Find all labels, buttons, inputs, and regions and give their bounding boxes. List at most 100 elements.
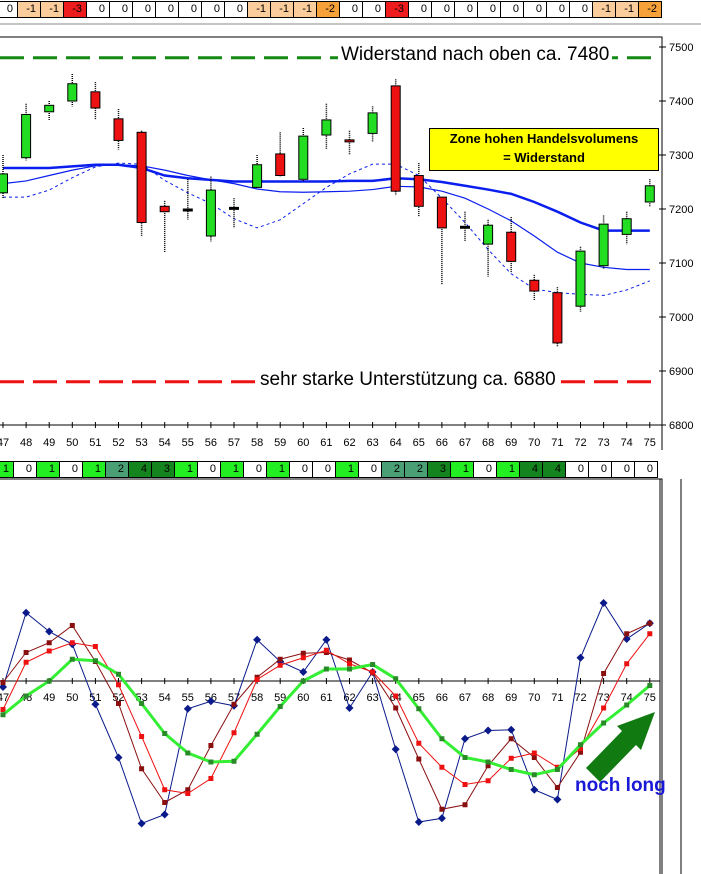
svg-text:63: 63 bbox=[366, 692, 378, 704]
signal-cell: 4 bbox=[129, 461, 152, 478]
signal-cell: 1 bbox=[267, 461, 290, 478]
svg-text:7500: 7500 bbox=[669, 42, 693, 54]
signal-cell: -2 bbox=[639, 1, 662, 18]
svg-text:66: 66 bbox=[436, 437, 448, 449]
svg-text:55: 55 bbox=[182, 437, 194, 449]
svg-text:58: 58 bbox=[251, 437, 263, 449]
svg-text:68: 68 bbox=[482, 692, 494, 704]
svg-text:62: 62 bbox=[343, 437, 355, 449]
svg-text:74: 74 bbox=[621, 437, 633, 449]
svg-text:7300: 7300 bbox=[669, 150, 693, 162]
svg-text:55: 55 bbox=[182, 692, 194, 704]
svg-text:71: 71 bbox=[551, 692, 563, 704]
signal-cell: 1 bbox=[37, 461, 60, 478]
signal-cell: -3 bbox=[64, 1, 87, 18]
signal-cell: 0 bbox=[612, 461, 635, 478]
signal-cell: 0 bbox=[474, 461, 497, 478]
signal-cell: 1 bbox=[83, 461, 106, 478]
signal-cell: 0 bbox=[133, 1, 156, 18]
signal-cell: 0 bbox=[547, 1, 570, 18]
svg-text:49: 49 bbox=[43, 437, 55, 449]
signal-cell: 0 bbox=[60, 461, 83, 478]
signal-cell: 1 bbox=[221, 461, 244, 478]
signal-cell: 1 bbox=[497, 461, 520, 478]
svg-text:72: 72 bbox=[574, 437, 586, 449]
svg-text:56: 56 bbox=[205, 437, 217, 449]
zone-annotation-box: Zone hohen Handelsvolumens = Widerstand bbox=[429, 128, 659, 171]
svg-text:67: 67 bbox=[459, 692, 471, 704]
svg-text:61: 61 bbox=[320, 437, 332, 449]
svg-text:53: 53 bbox=[135, 437, 147, 449]
signal-cell: -1 bbox=[294, 1, 317, 18]
signal-cell: 1 bbox=[175, 461, 198, 478]
signal-cell: 4 bbox=[520, 461, 543, 478]
candles bbox=[0, 74, 655, 347]
signal-cell: -1 bbox=[248, 1, 271, 18]
svg-text:66: 66 bbox=[436, 692, 448, 704]
signal-cell: 0 bbox=[363, 1, 386, 18]
signal-cell: 2 bbox=[382, 461, 405, 478]
signal-cell: 0 bbox=[110, 1, 133, 18]
svg-text:62: 62 bbox=[343, 692, 355, 704]
svg-text:63: 63 bbox=[366, 437, 378, 449]
signal-cell: 0 bbox=[478, 1, 501, 18]
svg-text:70: 70 bbox=[528, 692, 540, 704]
signal-cell: 3 bbox=[428, 461, 451, 478]
svg-text:6800: 6800 bbox=[669, 420, 693, 432]
signal-cell: 0 bbox=[340, 1, 363, 18]
signal-cell: -1 bbox=[271, 1, 294, 18]
signal-cell: 0 bbox=[635, 461, 658, 478]
signal-cell: 0 bbox=[0, 1, 18, 18]
signal-cell: 0 bbox=[524, 1, 547, 18]
signal-cell: 3 bbox=[152, 461, 175, 478]
signal-cell: 0 bbox=[455, 1, 478, 18]
svg-text:54: 54 bbox=[159, 437, 171, 449]
signal-cell: -1 bbox=[18, 1, 41, 18]
svg-text:67: 67 bbox=[459, 437, 471, 449]
signal-cell: 0 bbox=[179, 1, 202, 18]
signal-cell: 0 bbox=[87, 1, 110, 18]
resistance-label: Widerstand nach oben ca. 7480 bbox=[338, 44, 613, 66]
oscillator-lines bbox=[0, 599, 654, 828]
svg-text:75: 75 bbox=[644, 692, 656, 704]
signal-cell: 2 bbox=[106, 461, 129, 478]
signal-cell: -2 bbox=[317, 1, 340, 18]
zone-label-line1: Zone hohen Handelsvolumens bbox=[449, 131, 639, 146]
svg-text:65: 65 bbox=[413, 692, 425, 704]
svg-text:69: 69 bbox=[505, 692, 517, 704]
svg-text:70: 70 bbox=[528, 437, 540, 449]
signal-cell: 0 bbox=[202, 1, 225, 18]
zero-line: 4748495051525354555657585960616263646566… bbox=[0, 678, 660, 704]
svg-text:75: 75 bbox=[644, 437, 656, 449]
signal-cell: -1 bbox=[616, 1, 639, 18]
signal-cell: 0 bbox=[198, 461, 221, 478]
svg-text:7000: 7000 bbox=[669, 312, 693, 324]
x-axis: 47 48 49 50 51 52 53 54 55 56 57 58 59 60 61 62 63 64 65 66… bbox=[0, 422, 662, 449]
signal-cell: 1 bbox=[0, 461, 14, 478]
signal-cell: 2 bbox=[405, 461, 428, 478]
svg-text:50: 50 bbox=[66, 437, 78, 449]
signal-cell: 0 bbox=[566, 461, 589, 478]
svg-text:60: 60 bbox=[297, 437, 309, 449]
signal-cell: 0 bbox=[225, 1, 248, 18]
signal-cell: 0 bbox=[290, 461, 313, 478]
signal-cell: 0 bbox=[14, 461, 37, 478]
support-label: sehr starke Unterstützung ca. 6880 bbox=[257, 369, 559, 391]
svg-text:61: 61 bbox=[320, 692, 332, 704]
svg-text:51: 51 bbox=[89, 437, 101, 449]
signal-cell: -1 bbox=[41, 1, 64, 18]
svg-text:64: 64 bbox=[390, 437, 402, 449]
svg-text:52: 52 bbox=[112, 437, 124, 449]
arrow-up-icon bbox=[586, 712, 655, 782]
oscillator-chart: 4748495051525354555657585960616263646566… bbox=[0, 478, 682, 874]
signal-strip-top: 0 -1 -1 -3 0 0 0 0 0 0 0 -1 -1 -1 -2 0 0 -3 0 0 0 0 0 0 0 0 -1 -1 -2 bbox=[0, 1, 662, 18]
svg-text:60: 60 bbox=[297, 692, 309, 704]
svg-text:72: 72 bbox=[574, 692, 586, 704]
svg-text:50: 50 bbox=[66, 692, 78, 704]
svg-text:7400: 7400 bbox=[669, 96, 693, 108]
svg-text:7200: 7200 bbox=[669, 204, 693, 216]
svg-text:71: 71 bbox=[551, 437, 563, 449]
svg-text:47: 47 bbox=[0, 437, 9, 449]
svg-text:73: 73 bbox=[597, 437, 609, 449]
